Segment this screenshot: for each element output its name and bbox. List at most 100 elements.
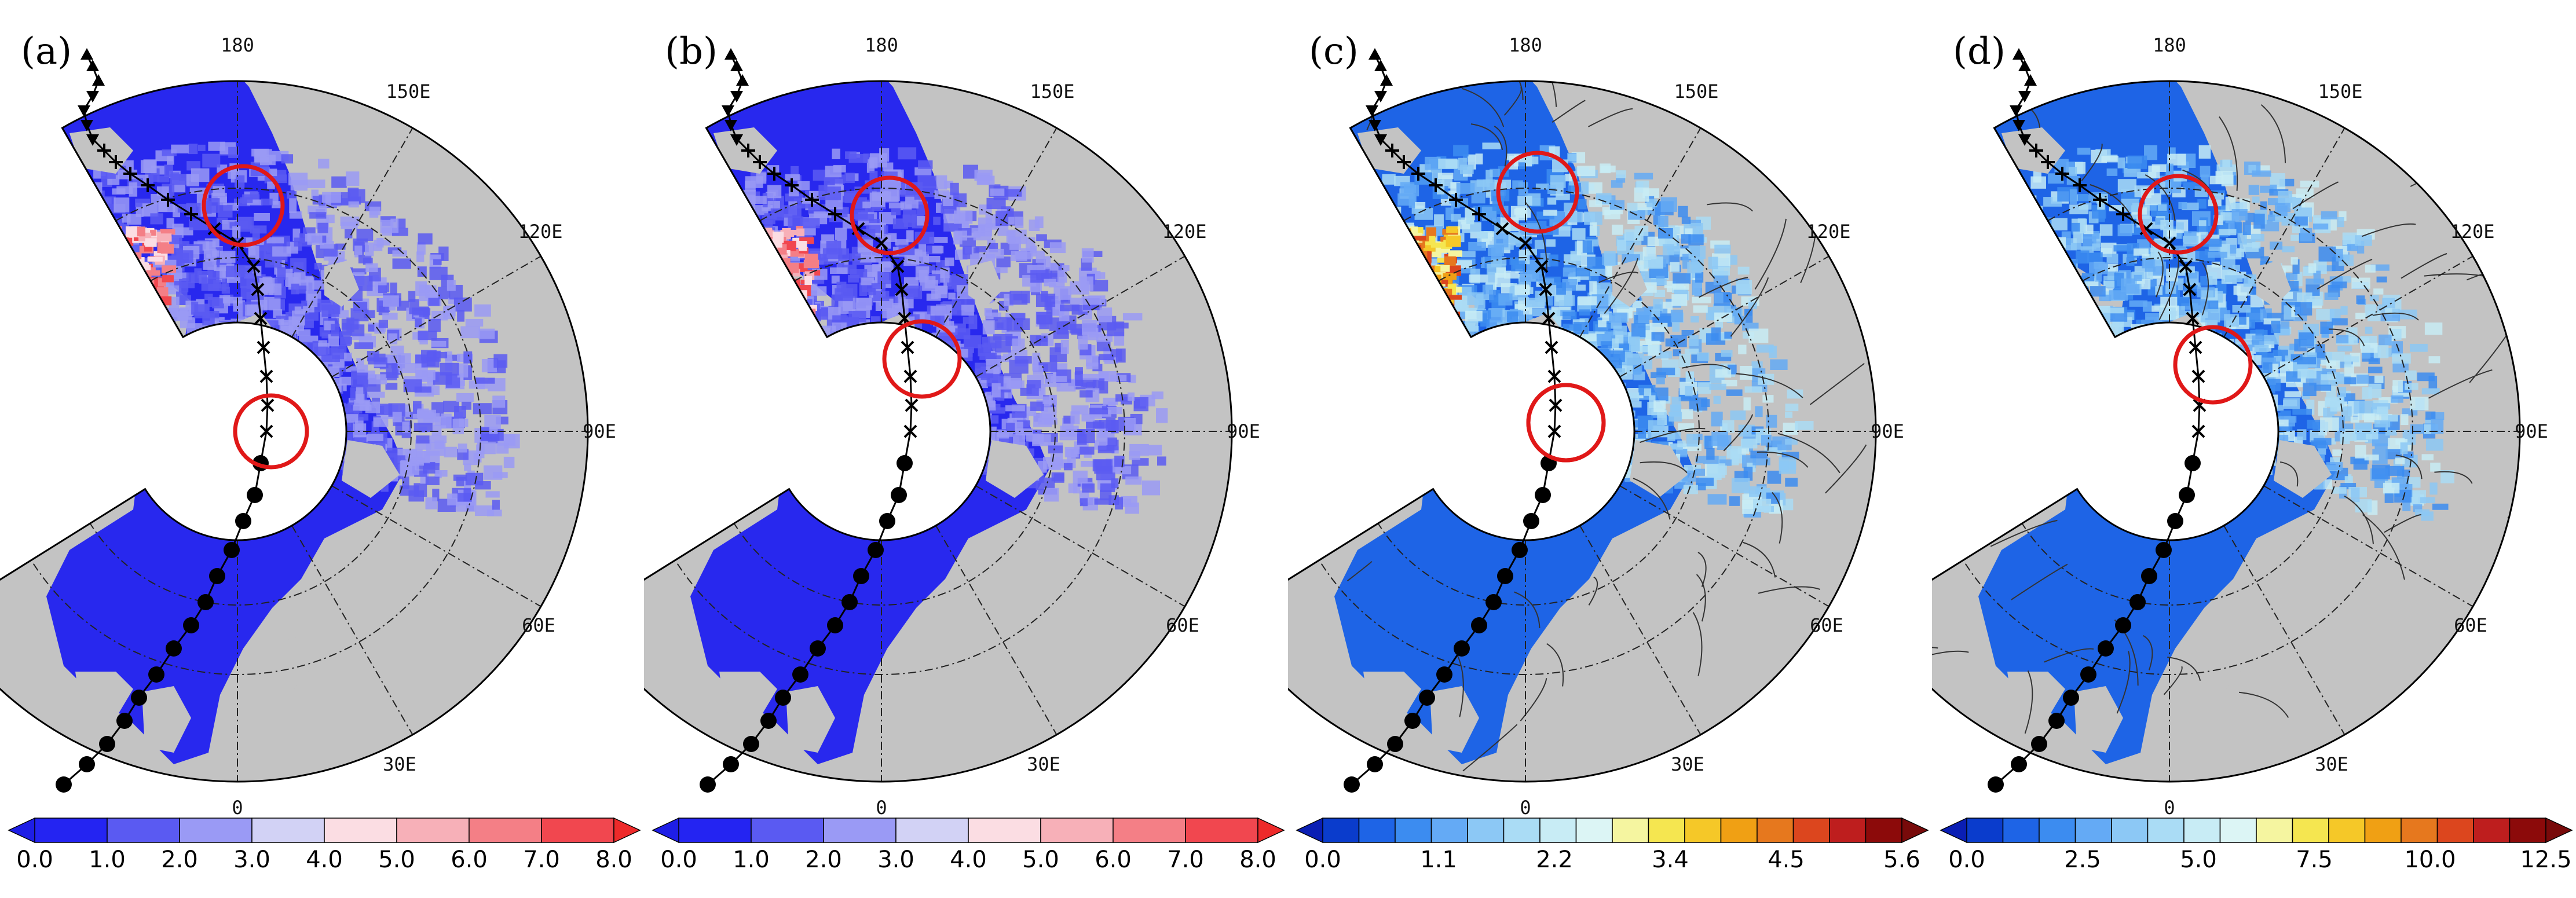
field-cell xyxy=(2295,302,2312,316)
field-cell xyxy=(698,314,712,322)
field-cell xyxy=(973,395,993,404)
field-cell xyxy=(2271,419,2289,427)
field-cell xyxy=(322,192,341,203)
field-cell xyxy=(331,417,341,430)
field-cell xyxy=(986,197,1006,210)
colorbar-segment xyxy=(1430,818,1468,843)
field-cell xyxy=(269,168,277,177)
field-cell xyxy=(273,309,283,318)
field-cell xyxy=(55,228,74,237)
field-cell xyxy=(859,255,876,263)
track-marker-cross xyxy=(184,207,198,221)
field-cell xyxy=(2382,298,2395,309)
field-cell xyxy=(1432,299,1442,308)
field-cell xyxy=(1580,333,1597,342)
field-cell xyxy=(1397,308,1408,317)
field-cell xyxy=(1984,201,2001,215)
field-cell xyxy=(101,269,116,275)
field-cell xyxy=(2253,214,2265,229)
field-cell xyxy=(2207,272,2218,285)
field-cell xyxy=(741,229,760,236)
field-cell xyxy=(1573,345,1583,358)
field-cell xyxy=(1353,248,1373,259)
field-cell xyxy=(129,295,137,306)
field-cell xyxy=(1556,282,1566,295)
field-cell xyxy=(2254,165,2270,172)
field-cell xyxy=(1380,277,1396,286)
field-cell xyxy=(2125,284,2140,294)
track-marker-circle xyxy=(197,594,214,610)
field-cell xyxy=(2372,403,2391,410)
field-cell xyxy=(1035,250,1045,263)
field-cell xyxy=(264,296,281,310)
track-marker-triangle-up xyxy=(1374,60,1387,71)
field-cell xyxy=(135,287,143,297)
field-cell xyxy=(1416,280,1425,287)
field-cell xyxy=(1683,485,1698,494)
field-cell xyxy=(2176,222,2184,230)
field-cell xyxy=(691,295,705,300)
field-cell xyxy=(152,307,167,316)
field-cell xyxy=(285,346,298,358)
track-marker-circle xyxy=(841,594,858,610)
field-cell xyxy=(141,310,154,318)
track-marker-x xyxy=(1547,369,1561,383)
field-cell xyxy=(705,261,715,268)
field-cell xyxy=(979,223,993,237)
field-cell xyxy=(722,255,733,269)
field-cell xyxy=(773,288,788,298)
field-cell xyxy=(1423,280,1432,289)
colorbar-segment xyxy=(823,818,897,843)
field-cell xyxy=(1411,311,1419,321)
colorbar-segment xyxy=(2509,818,2546,843)
field-cell xyxy=(1426,227,1437,238)
field-cell xyxy=(1681,409,1693,420)
field-cell xyxy=(1433,300,1440,312)
field-cell xyxy=(734,248,755,260)
colorbar-tick-label: 5.6 xyxy=(1883,846,1920,873)
field-cell xyxy=(139,288,153,299)
field-cell xyxy=(956,413,975,420)
field-cell xyxy=(145,315,159,328)
field-cell xyxy=(986,312,1001,320)
field-cell xyxy=(1981,191,1996,206)
field-cell xyxy=(395,421,402,436)
field-cell xyxy=(1350,241,1361,252)
field-cell xyxy=(324,402,339,412)
field-cell xyxy=(492,500,500,510)
coastline xyxy=(1494,126,1507,167)
field-cell xyxy=(1009,380,1024,389)
field-cell xyxy=(465,318,484,327)
field-cell xyxy=(1435,265,1450,272)
field-cell xyxy=(1356,226,1367,239)
field-cell xyxy=(1335,237,1348,248)
field-cell xyxy=(1344,231,1360,237)
field-cell xyxy=(1612,338,1619,349)
coastline xyxy=(2024,670,2033,734)
field-cell xyxy=(1030,401,1044,411)
island xyxy=(142,686,191,753)
field-cell xyxy=(704,266,713,275)
colorbar-tick-label: 10.0 xyxy=(2404,846,2456,873)
colorbar-segment xyxy=(2002,818,2040,843)
field-cell xyxy=(444,446,458,457)
field-cell xyxy=(742,292,749,301)
field-cell xyxy=(2355,313,2366,320)
meridian xyxy=(331,485,541,607)
field-cell xyxy=(971,401,981,416)
field-cell xyxy=(2006,186,2019,201)
field-cell xyxy=(453,297,472,312)
field-cell xyxy=(696,283,710,293)
field-cell xyxy=(1388,306,1399,314)
field-cell xyxy=(1606,371,1615,384)
field-cell xyxy=(773,278,791,294)
field-cell xyxy=(72,244,79,252)
field-cell xyxy=(1333,222,1346,237)
field-cell xyxy=(711,282,718,288)
track-marker-cross xyxy=(1429,178,1443,192)
field-cell xyxy=(133,324,152,336)
field-cell xyxy=(2209,332,2222,339)
colorbar-tick-label: 5.0 xyxy=(1022,846,1059,873)
field-cell xyxy=(69,291,83,300)
field-cell xyxy=(149,307,156,314)
